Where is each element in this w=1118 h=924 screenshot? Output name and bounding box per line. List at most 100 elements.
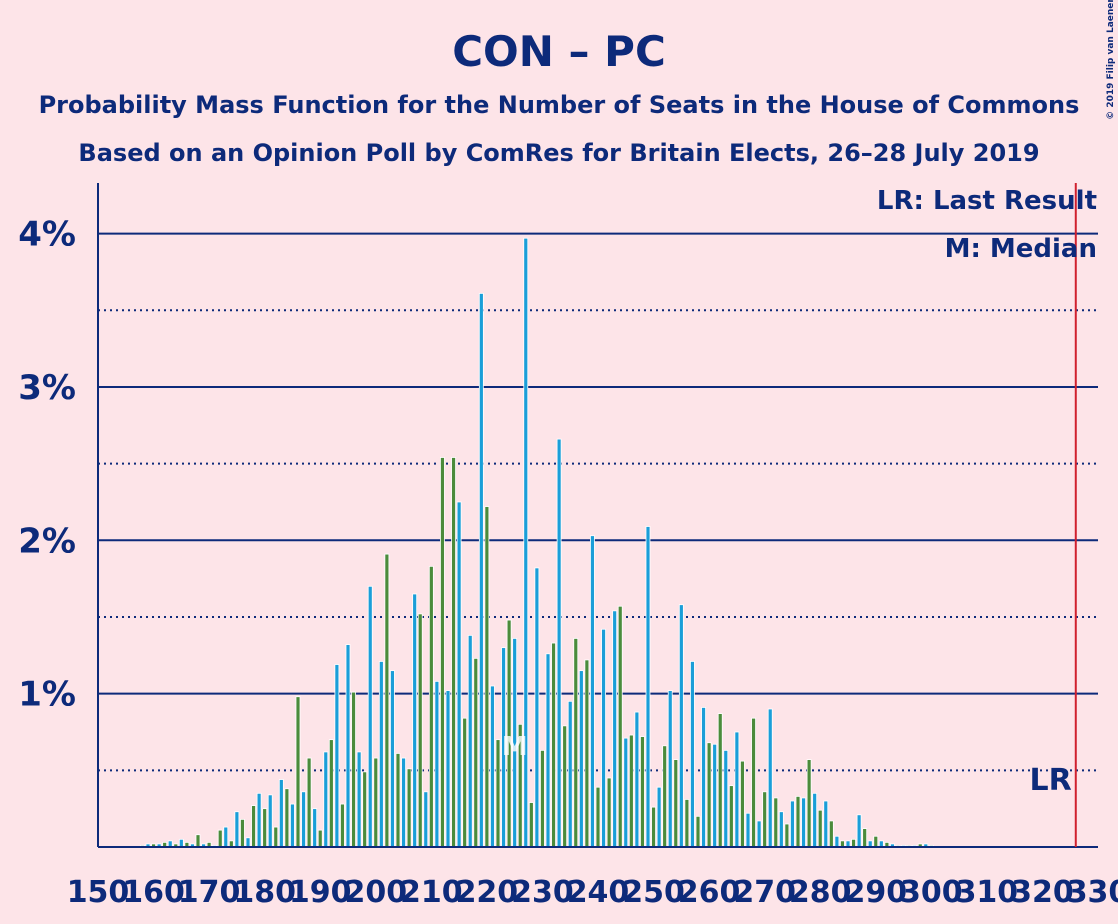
bar	[828, 820, 834, 848]
x-tick-label: 300	[900, 875, 963, 910]
median-label: M	[502, 732, 528, 762]
x-tick-label: 200	[344, 875, 407, 910]
bar	[862, 828, 868, 848]
x-tick-label: 280	[789, 875, 852, 910]
bar	[551, 642, 556, 848]
bar	[740, 760, 745, 848]
bar	[540, 749, 545, 848]
bar	[584, 659, 590, 848]
bar	[801, 797, 806, 848]
bar	[317, 829, 323, 848]
y-tick-label: 4%	[18, 215, 76, 255]
bar	[373, 757, 379, 848]
bar	[562, 725, 568, 848]
bar	[295, 696, 301, 848]
bar	[456, 501, 462, 848]
bar	[578, 670, 584, 848]
bar	[673, 759, 679, 848]
bar	[823, 800, 829, 848]
x-tick-label: 170	[178, 875, 241, 910]
bar	[251, 805, 256, 848]
bar	[301, 791, 306, 848]
bar	[351, 691, 356, 848]
bar	[790, 800, 795, 848]
bar	[762, 791, 768, 848]
bar	[323, 751, 329, 848]
bar	[567, 700, 573, 848]
x-tick-label: 220	[456, 875, 519, 910]
bar	[778, 811, 784, 848]
bar	[856, 814, 862, 848]
bar	[812, 792, 818, 848]
bar	[390, 670, 395, 848]
bar	[334, 664, 340, 848]
bar	[701, 707, 706, 848]
bar	[678, 604, 684, 848]
copyright: © 2019 Filip van Laenen	[1106, 0, 1116, 120]
y-tick-label: 2%	[18, 521, 76, 561]
bar	[451, 457, 456, 848]
last-result-label: LR	[1030, 763, 1072, 798]
bar	[595, 786, 601, 848]
x-tick-label: 230	[511, 875, 574, 910]
bar	[490, 685, 495, 848]
bar	[245, 837, 251, 848]
bar	[278, 779, 284, 848]
chart-subtitle: Probability Mass Function for the Number…	[39, 91, 1080, 119]
bar	[340, 803, 345, 848]
bar	[634, 711, 640, 848]
bar	[728, 785, 734, 848]
bar	[362, 771, 368, 848]
bar	[401, 757, 406, 848]
bar	[695, 815, 701, 848]
x-tick-label: 330	[1067, 875, 1118, 910]
bar	[545, 653, 551, 848]
bar	[795, 795, 801, 848]
bar	[834, 835, 840, 848]
bar	[723, 749, 729, 848]
x-tick-label: 240	[567, 875, 630, 910]
bar	[645, 526, 651, 848]
bar	[395, 753, 401, 848]
bar	[628, 734, 634, 848]
bar	[712, 743, 718, 848]
bar	[467, 634, 473, 848]
bar	[240, 818, 245, 848]
bar	[262, 808, 268, 848]
bar	[312, 808, 318, 848]
bar	[528, 802, 534, 848]
bar	[412, 593, 418, 848]
bar	[784, 823, 790, 848]
bar	[417, 613, 423, 848]
bar	[662, 745, 668, 848]
bar	[556, 438, 562, 848]
bar	[473, 657, 479, 848]
x-tick-label: 160	[122, 875, 185, 910]
bar	[806, 759, 812, 848]
x-tick-label: 180	[233, 875, 296, 910]
x-tick-label: 310	[956, 875, 1019, 910]
bar	[873, 835, 879, 848]
x-tick-label: 150	[67, 875, 130, 910]
bar	[367, 585, 373, 848]
bar	[345, 644, 351, 848]
bar	[773, 797, 779, 848]
bar	[290, 803, 295, 848]
bar	[690, 661, 695, 848]
x-tick-label: 210	[400, 875, 463, 910]
bar	[356, 751, 362, 848]
x-tick-label: 290	[844, 875, 907, 910]
bar	[445, 690, 451, 848]
bar	[717, 713, 723, 848]
bar	[606, 777, 612, 848]
y-tick-label: 1%	[18, 675, 76, 715]
bar	[651, 806, 656, 848]
bar	[623, 737, 629, 848]
bar	[217, 829, 223, 848]
bar	[667, 690, 673, 848]
bar	[767, 708, 773, 848]
bar	[234, 811, 240, 848]
bar	[462, 717, 468, 848]
bar	[534, 567, 540, 848]
bar	[851, 838, 856, 848]
